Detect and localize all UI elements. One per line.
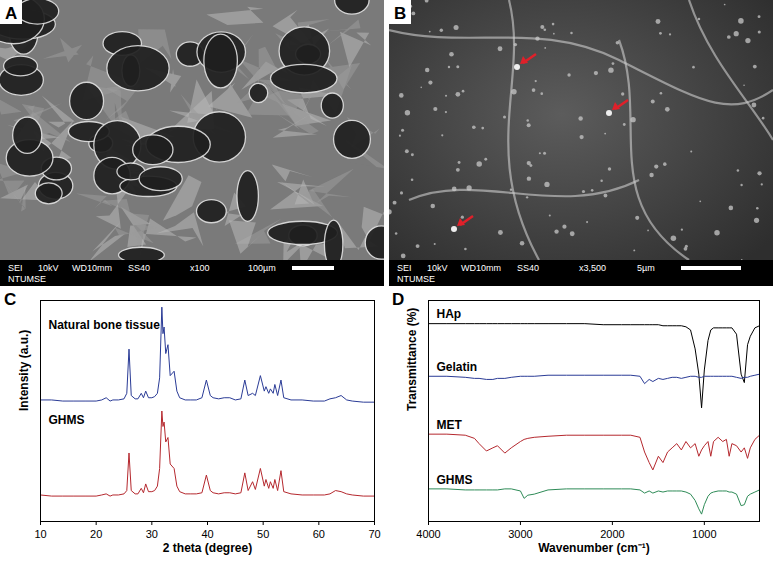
svg-text:Gelatin: Gelatin bbox=[437, 360, 478, 374]
svg-text:MET: MET bbox=[437, 418, 463, 432]
svg-text:4000: 4000 bbox=[416, 528, 440, 540]
svg-text:NTUMSE: NTUMSE bbox=[8, 274, 46, 284]
svg-text:SS40: SS40 bbox=[517, 263, 539, 273]
svg-text:WD10mm: WD10mm bbox=[461, 263, 501, 273]
svg-text:GHMS: GHMS bbox=[437, 473, 473, 487]
svg-text:10: 10 bbox=[34, 528, 46, 540]
svg-text:B: B bbox=[394, 4, 406, 23]
svg-text:1000: 1000 bbox=[692, 528, 716, 540]
svg-text:x3,500: x3,500 bbox=[579, 263, 606, 273]
svg-text:NTUMSE: NTUMSE bbox=[397, 274, 435, 284]
svg-text:Transmittance (%): Transmittance (%) bbox=[405, 308, 419, 411]
svg-text:SEI: SEI bbox=[397, 263, 412, 273]
svg-text:Wavenumber (cm⁻¹): Wavenumber (cm⁻¹) bbox=[538, 541, 650, 555]
svg-text:SS40: SS40 bbox=[128, 263, 150, 273]
svg-text:30: 30 bbox=[146, 528, 158, 540]
svg-text:2 theta (degree): 2 theta (degree) bbox=[163, 541, 252, 555]
svg-text:10kV: 10kV bbox=[38, 263, 59, 273]
svg-text:HAp: HAp bbox=[437, 307, 462, 321]
svg-text:40: 40 bbox=[201, 528, 213, 540]
svg-text:SEI: SEI bbox=[8, 263, 23, 273]
svg-text:60: 60 bbox=[313, 528, 325, 540]
svg-text:3000: 3000 bbox=[508, 528, 532, 540]
svg-text:10kV: 10kV bbox=[427, 263, 448, 273]
svg-text:GHMS: GHMS bbox=[49, 413, 85, 427]
svg-text:5µm: 5µm bbox=[637, 263, 655, 273]
svg-text:100µm: 100µm bbox=[248, 263, 276, 273]
svg-text:Natural bone tissue: Natural bone tissue bbox=[49, 318, 161, 332]
svg-text:20: 20 bbox=[90, 528, 102, 540]
html-text:C: C bbox=[4, 290, 17, 309]
svg-text:70: 70 bbox=[368, 528, 380, 540]
svg-text:x100: x100 bbox=[190, 263, 210, 273]
svg-text:A: A bbox=[5, 4, 17, 23]
svg-text:50: 50 bbox=[257, 528, 269, 540]
html-text:D: D bbox=[392, 290, 405, 309]
svg-text:2000: 2000 bbox=[600, 528, 624, 540]
svg-text:Intensity (a.u.): Intensity (a.u.) bbox=[17, 330, 31, 411]
svg-text:WD10mm: WD10mm bbox=[72, 263, 112, 273]
